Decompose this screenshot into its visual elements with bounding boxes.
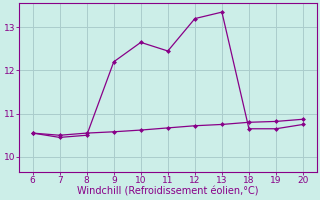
X-axis label: Windchill (Refroidissement éolien,°C): Windchill (Refroidissement éolien,°C): [77, 187, 259, 197]
